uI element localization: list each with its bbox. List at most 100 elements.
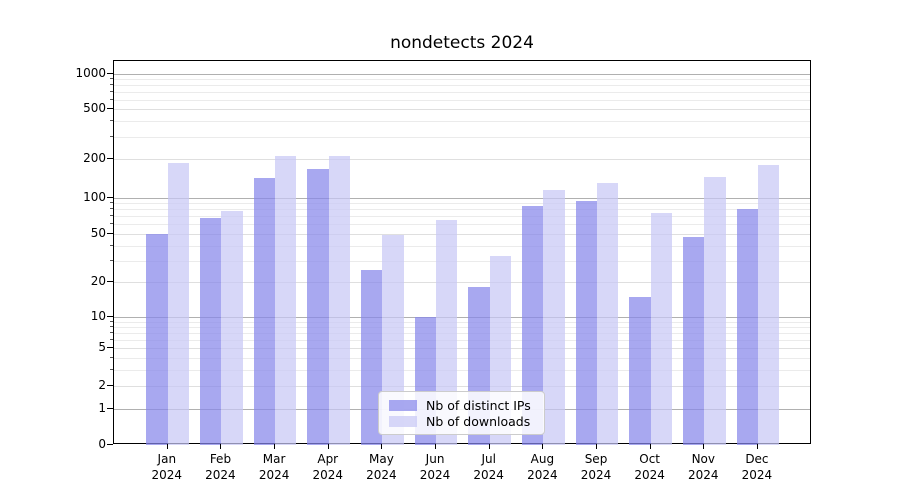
y-tick-label: 20 bbox=[90, 274, 106, 288]
x-tick-month: Jun bbox=[425, 452, 445, 466]
y-tick-mark bbox=[107, 444, 113, 445]
x-tick-mark bbox=[220, 444, 222, 449]
gridline-major bbox=[114, 197, 810, 199]
legend-item-distinct-ips: Nb of distinct IPs bbox=[389, 397, 534, 413]
bar-nb-of-downloads-jun bbox=[436, 220, 458, 445]
y-tick-mark-minor bbox=[110, 320, 113, 322]
x-tick-label-oct: Oct 2024 bbox=[618, 451, 682, 483]
y-tick-label: 200 bbox=[83, 151, 106, 165]
gridline-minor bbox=[114, 370, 810, 372]
y-tick-mark-minor bbox=[110, 135, 113, 137]
bar-nb-of-distinct-ips-may bbox=[361, 270, 383, 445]
gridline-minor bbox=[114, 327, 810, 329]
gridline-minor bbox=[114, 224, 810, 226]
bar-nb-of-downloads-mar bbox=[275, 156, 297, 445]
gridline-minor bbox=[114, 99, 810, 101]
y-tick-mark bbox=[107, 408, 113, 409]
x-tick-month: Apr bbox=[317, 452, 339, 466]
x-tick-label-nov: Nov 2024 bbox=[671, 451, 735, 483]
gridline-major bbox=[114, 317, 810, 318]
gridline-minor-labeled bbox=[114, 234, 810, 235]
y-tick-mark bbox=[107, 73, 113, 74]
x-tick-month: Jan bbox=[157, 452, 177, 466]
bar-nb-of-downloads-aug bbox=[543, 189, 565, 445]
bar-nb-of-distinct-ips-dec bbox=[736, 209, 758, 445]
x-tick-year: 2024 bbox=[366, 468, 397, 482]
gridline-minor bbox=[114, 79, 810, 81]
y-tick-mark bbox=[107, 233, 113, 234]
gridline-minor-labeled bbox=[114, 159, 810, 160]
legend-label-downloads: Nb of downloads bbox=[426, 413, 531, 429]
x-tick-month: Feb bbox=[209, 452, 232, 466]
legend-swatch-downloads-icon bbox=[389, 415, 417, 427]
gridline-minor bbox=[114, 136, 810, 138]
x-tick-label-jul: Jul 2024 bbox=[457, 451, 521, 483]
legend-swatch-distinct-ips-icon bbox=[389, 399, 417, 411]
x-tick-year: 2024 bbox=[419, 468, 451, 482]
legend: Nb of distinct IPs Nb of downloads bbox=[378, 391, 545, 435]
x-tick-month: Dec bbox=[745, 452, 769, 466]
y-tick-mark-minor bbox=[110, 84, 113, 86]
bar-nb-of-downloads-feb bbox=[221, 210, 243, 445]
gridline-minor bbox=[114, 209, 810, 211]
gridline-minor bbox=[114, 92, 810, 93]
legend-item-downloads: Nb of downloads bbox=[389, 413, 534, 429]
x-tick-year: 2024 bbox=[205, 468, 236, 482]
y-tick-mark bbox=[107, 108, 113, 109]
x-tick-mark bbox=[703, 444, 705, 449]
x-tick-year: 2024 bbox=[258, 468, 290, 482]
x-tick-year: 2024 bbox=[634, 468, 665, 482]
x-tick-label-feb: Feb 2024 bbox=[188, 451, 252, 483]
x-tick-mark bbox=[542, 444, 544, 449]
y-tick-mark-minor bbox=[110, 202, 113, 204]
x-tick-label-mar: Mar 2024 bbox=[242, 451, 306, 483]
y-tick-mark-minor bbox=[110, 120, 113, 122]
y-tick-mark-minor bbox=[110, 369, 113, 371]
x-tick-month: May bbox=[368, 452, 394, 466]
y-tick-label: 10 bbox=[90, 309, 106, 323]
gridline-minor bbox=[114, 260, 810, 262]
x-tick-label-dec: Dec 2024 bbox=[725, 451, 789, 483]
y-tick-mark bbox=[107, 196, 113, 198]
x-tick-mark bbox=[756, 444, 758, 449]
bar-nb-of-distinct-ips-apr bbox=[307, 169, 329, 445]
y-tick-label: 0 bbox=[98, 437, 106, 451]
y-tick-mark bbox=[107, 385, 113, 386]
x-tick-mark bbox=[327, 444, 329, 449]
y-tick-label: 100 bbox=[83, 189, 106, 204]
gridline-minor bbox=[114, 245, 810, 247]
bar-nb-of-distinct-ips-nov bbox=[682, 237, 705, 445]
bar-nb-of-distinct-ips-jan bbox=[146, 234, 168, 445]
x-tick-label-sep: Sep 2024 bbox=[564, 451, 628, 483]
gridline-minor-labeled bbox=[114, 109, 810, 110]
bar-nb-of-downloads-dec bbox=[757, 165, 780, 445]
x-tick-year: 2024 bbox=[527, 468, 558, 482]
gridline-minor bbox=[114, 203, 810, 205]
x-tick-year: 2024 bbox=[473, 468, 504, 482]
y-tick-mark-minor bbox=[110, 208, 113, 210]
gridline-minor bbox=[114, 85, 810, 87]
y-tick-label: 1000 bbox=[75, 66, 106, 80]
bar-nb-of-distinct-ips-oct bbox=[629, 296, 651, 445]
x-tick-month: Mar bbox=[262, 452, 286, 466]
legend-label-distinct-ips: Nb of distinct IPs bbox=[426, 397, 531, 413]
chart-title: nondetects 2024 bbox=[390, 33, 534, 53]
x-tick-year: 2024 bbox=[580, 468, 612, 482]
y-tick-label: 1 bbox=[98, 401, 106, 415]
x-tick-year: 2024 bbox=[741, 468, 773, 482]
y-tick-label: 2 bbox=[98, 378, 106, 392]
y-tick-label: 50 bbox=[90, 226, 106, 240]
y-tick-mark-minor bbox=[110, 339, 113, 341]
y-tick-label: 500 bbox=[83, 101, 106, 115]
x-tick-label-aug: Aug 2024 bbox=[510, 451, 574, 483]
bar-nb-of-downloads-oct bbox=[650, 212, 673, 445]
x-tick-label-jun: Jun 2024 bbox=[403, 451, 467, 483]
gridline-minor bbox=[114, 321, 810, 323]
y-tick-mark-minor bbox=[110, 78, 113, 80]
bar-nb-of-distinct-ips-aug bbox=[521, 206, 544, 445]
y-tick-mark-minor bbox=[110, 326, 113, 328]
gridline-minor bbox=[114, 357, 810, 359]
x-tick-label-may: May 2024 bbox=[349, 451, 413, 483]
x-tick-mark bbox=[488, 444, 490, 449]
gridline-major bbox=[114, 74, 810, 75]
